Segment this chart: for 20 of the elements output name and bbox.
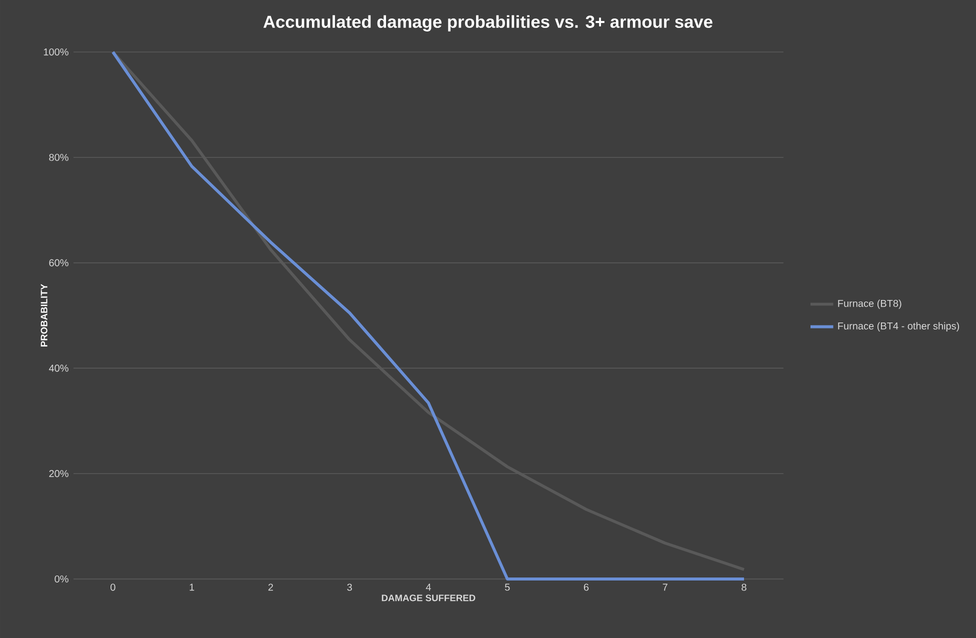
y-tick-label: 0% [54, 575, 68, 583]
x-tick-label: 6 [584, 584, 589, 591]
x-tick-label: 1 [190, 584, 194, 591]
y-axis-title: PROBABILITY [40, 284, 48, 346]
x-axis-title: DAMAGE SUFFERED [382, 594, 476, 602]
x-tick-label: 4 [426, 584, 431, 591]
x-tick-label: 0 [110, 584, 116, 591]
y-tick-label: 100% [44, 48, 68, 56]
chart-title: Accumulated damage probabilities vs. 3+ armour save [263, 15, 712, 32]
legend-label: Furnace (BT4 - other ships) [838, 322, 960, 332]
x-tick-label: 8 [742, 584, 746, 591]
y-tick-label: 40% [48, 364, 68, 372]
legend-label: Furnace (BT8) [838, 300, 902, 309]
y-tick-label: 20% [49, 470, 68, 478]
x-tick-label: 3 [347, 584, 352, 591]
x-tick-label: 7 [662, 584, 668, 591]
x-tick-label: 5 [504, 584, 510, 591]
y-tick-label: 80% [49, 154, 68, 161]
y-tick-label: 60% [49, 259, 68, 266]
x-tick-label: 2 [268, 584, 273, 591]
